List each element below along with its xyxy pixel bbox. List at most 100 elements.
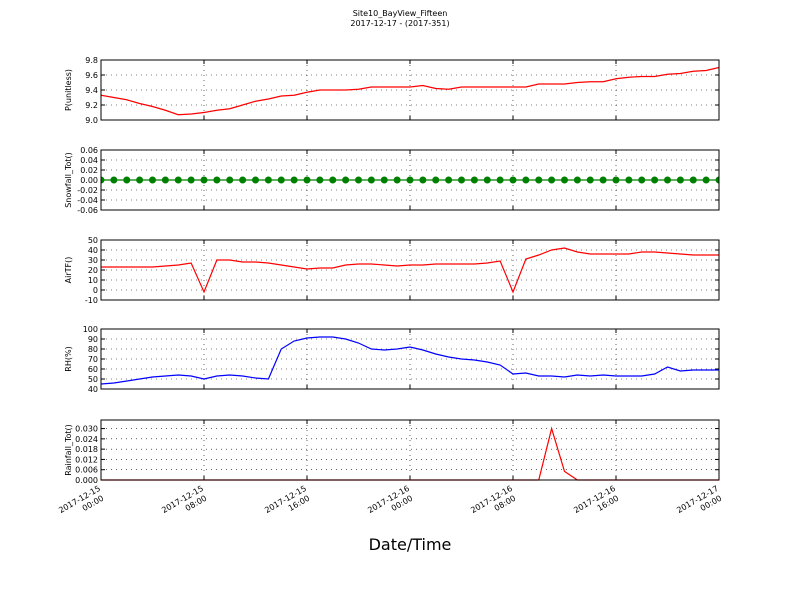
y-tick-label: 0.00 — [80, 176, 98, 185]
y-tick-label: -0.04 — [77, 196, 98, 205]
y-tick-label: 30 — [88, 256, 98, 265]
y-tick-label: 70 — [88, 355, 98, 364]
y-tick-label: 0.06 — [80, 146, 98, 155]
data-point — [277, 176, 285, 184]
y-axis-label: P(unitless) — [64, 69, 73, 111]
data-point — [290, 176, 298, 184]
y-tick-label: 0.030 — [75, 425, 98, 434]
y-axis-label: Snowfall_Tot() — [64, 152, 73, 208]
data-point — [548, 176, 556, 184]
figure-title: Site10_BayView_Fifteen — [353, 9, 448, 18]
data-point — [470, 176, 478, 184]
plot-area — [101, 176, 719, 184]
data-point — [664, 176, 671, 184]
data-point — [573, 176, 581, 184]
data-point — [458, 176, 465, 184]
data-point — [101, 176, 105, 184]
x-tick-label: 2017-12-1516:00 — [263, 484, 313, 524]
y-tick-label: -0.06 — [77, 206, 98, 215]
data-point — [676, 176, 684, 184]
data-point — [329, 176, 337, 184]
data-point — [509, 176, 517, 184]
data-point — [355, 176, 362, 184]
data-point — [715, 176, 719, 184]
axes-frame — [100, 328, 720, 390]
y-tick-label: 100 — [83, 325, 98, 334]
axes-frame — [100, 149, 720, 211]
y-tick-label: 40 — [88, 385, 98, 394]
data-point — [110, 176, 118, 184]
data-point — [625, 176, 633, 184]
figure-subtitle: 2017-12-17 - (2017-351) — [350, 19, 449, 28]
data-point — [187, 176, 195, 184]
y-tick-label: 9.6 — [85, 71, 98, 80]
data-point — [406, 176, 414, 184]
data-point — [496, 176, 504, 184]
axes-frame — [100, 419, 720, 481]
data-point — [702, 176, 710, 184]
data-line — [101, 247, 719, 294]
x-tick-label: 2017-12-1700:00 — [675, 484, 725, 524]
y-tick-label: 9.0 — [85, 116, 98, 125]
y-tick-label: 0.006 — [75, 466, 98, 475]
data-point — [136, 176, 144, 184]
data-point — [483, 176, 491, 184]
y-tick-label: 0 — [93, 286, 98, 295]
y-tick-label: 50 — [88, 375, 98, 384]
y-tick-label: 80 — [88, 345, 98, 354]
data-point — [226, 176, 234, 184]
data-point — [535, 176, 543, 184]
plot-area — [101, 336, 719, 385]
data-point — [252, 176, 259, 184]
data-point — [380, 176, 388, 184]
y-tick-label: 9.8 — [85, 56, 98, 65]
y-tick-label: 0.018 — [75, 445, 98, 454]
y-tick-label: 9.4 — [85, 86, 98, 95]
y-tick-label: 0.024 — [75, 435, 98, 444]
y-tick-label: 50 — [88, 236, 98, 245]
data-point — [239, 176, 247, 184]
y-tick-label: 60 — [88, 365, 98, 374]
data-point — [689, 176, 697, 184]
data-point — [638, 176, 646, 184]
data-point — [419, 176, 427, 184]
x-tick-label: 2017-12-1600:00 — [366, 484, 416, 524]
data-point — [213, 176, 221, 184]
plot-area — [101, 426, 719, 481]
data-point — [149, 176, 156, 184]
data-line — [101, 426, 719, 481]
data-point — [316, 176, 324, 184]
data-point — [561, 176, 568, 184]
y-tick-label: -0.02 — [77, 186, 98, 195]
data-point — [303, 176, 311, 184]
data-point — [651, 176, 659, 184]
axes-frame — [100, 239, 720, 301]
data-line — [101, 66, 719, 116]
axes-frame — [100, 59, 720, 121]
y-tick-label: 20 — [88, 266, 98, 275]
data-point — [200, 176, 208, 184]
plot-area — [101, 66, 719, 116]
y-axis-label: RH(%) — [64, 346, 73, 371]
y-axis-label: AirTF() — [64, 257, 73, 284]
data-point — [612, 176, 620, 184]
y-tick-label: 0.02 — [80, 166, 98, 175]
y-tick-label: 9.2 — [85, 101, 98, 110]
y-tick-label: -10 — [85, 296, 98, 305]
x-tick-label: 2017-12-1508:00 — [160, 484, 210, 524]
y-tick-label: 0.000 — [75, 476, 98, 485]
x-axis-label: Date/Time — [369, 535, 452, 554]
subplot: -0.06-0.04-0.020.000.020.040.06 Snowfall_… — [64, 146, 720, 215]
data-point — [342, 176, 350, 184]
data-point — [161, 176, 169, 184]
data-line — [101, 336, 719, 385]
x-tick-label: 2017-12-1616:00 — [572, 484, 622, 524]
y-tick-label: 40 — [88, 246, 98, 255]
y-tick-label: 0.04 — [80, 156, 98, 165]
subplot: 9.0 9.2 9.4 9.6 9.8 P(unitless) — [64, 56, 720, 125]
y-tick-label: 10 — [88, 276, 98, 285]
data-point — [264, 176, 272, 184]
